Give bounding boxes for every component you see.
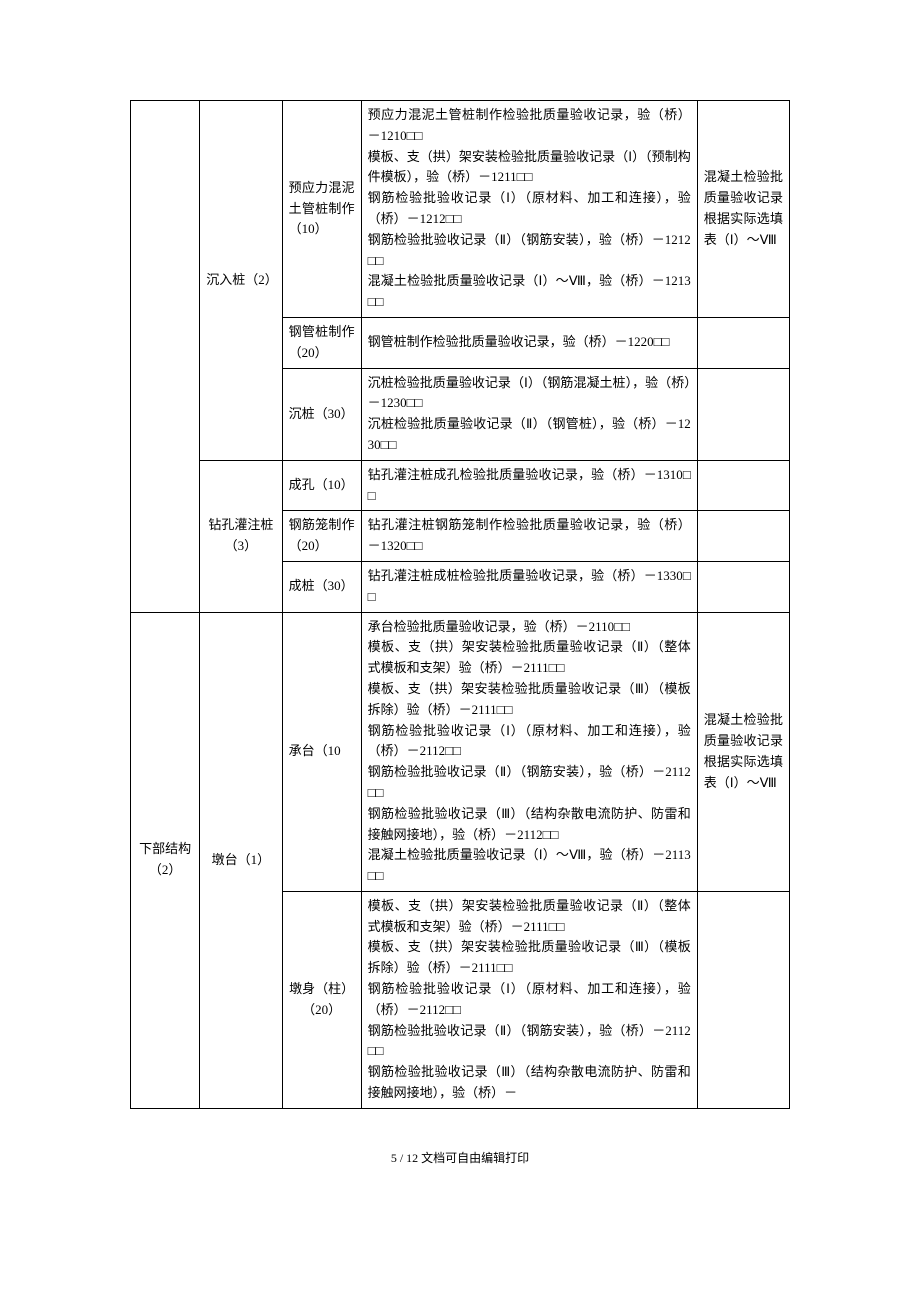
cell-col2-r1: 沉入桩（2） (200, 101, 282, 461)
cell-col4-r5: 钻孔灌注桩钢筋笼制作检验批质量验收记录，验（桥）－1320□□ (361, 511, 697, 562)
cell-col4-r6: 钻孔灌注桩成桩检验批质量验收记录，验（桥）－1330□□ (361, 561, 697, 612)
cell-col5-r3 (697, 368, 789, 460)
cell-col1-r7: 下部结构（2） (131, 612, 200, 1108)
cell-col3-r5: 钢筋笼制作（20） (282, 511, 361, 562)
cell-col4-r4: 钻孔灌注桩成孔检验批质量验收记录，验（桥）－1310□□ (361, 460, 697, 511)
cell-col3-r4: 成孔（10） (282, 460, 361, 511)
cell-col3-r1: 预应力混泥土管桩制作（10） (282, 101, 361, 318)
cell-col5-r6 (697, 561, 789, 612)
page-footer: 5 / 12 文档可自由编辑打印 (130, 1149, 790, 1166)
cell-col2-r4: 钻孔灌注桩（3） (200, 460, 282, 612)
cell-col5-r8 (697, 891, 789, 1108)
cell-col5-r1: 混凝土检验批质量验收记录根据实际选填表（Ⅰ）～Ⅷ (697, 101, 789, 318)
cell-col3-r7: 承台（10 (282, 612, 361, 891)
cell-col4-r2: 钢管桩制作检验批质量验收记录，验（桥）－1220□□ (361, 317, 697, 368)
cell-col3-r6: 成桩（30） (282, 561, 361, 612)
table-row: 沉入桩（2） 预应力混泥土管桩制作（10） 预应力混泥土管桩制作检验批质量验收记… (131, 101, 790, 318)
cell-col5-r5 (697, 511, 789, 562)
cell-col3-r2: 钢管桩制作（20） (282, 317, 361, 368)
cell-col5-r7: 混凝土检验批质量验收记录根据实际选填表（Ⅰ）～Ⅷ (697, 612, 789, 891)
inspection-records-table: 沉入桩（2） 预应力混泥土管桩制作（10） 预应力混泥土管桩制作检验批质量验收记… (130, 100, 790, 1109)
table-row: 钻孔灌注桩（3） 成孔（10） 钻孔灌注桩成孔检验批质量验收记录，验（桥）－13… (131, 460, 790, 511)
cell-col5-r2 (697, 317, 789, 368)
cell-col3-r8: 墩身（柱）（20） (282, 891, 361, 1108)
cell-col4-r3: 沉桩检验批质量验收记录（Ⅰ）（钢筋混凝土桩），验（桥）－1230□□沉桩检验批质… (361, 368, 697, 460)
cell-col2-r7: 墩台（1） (200, 612, 282, 1108)
cell-col4-r1: 预应力混泥土管桩制作检验批质量验收记录，验（桥）－1210□□模板、支（拱）架安… (361, 101, 697, 318)
table-row: 下部结构（2） 墩台（1） 承台（10 承台检验批质量验收记录，验（桥）－211… (131, 612, 790, 891)
cell-col1-r1 (131, 101, 200, 613)
cell-col4-r7: 承台检验批质量验收记录，验（桥）－2110□□模板、支（拱）架安装检验批质量验收… (361, 612, 697, 891)
cell-col3-r3: 沉桩（30） (282, 368, 361, 460)
cell-col5-r4 (697, 460, 789, 511)
cell-col4-r8: 模板、支（拱）架安装检验批质量验收记录（Ⅱ）（整体式模板和支架）验（桥）－211… (361, 891, 697, 1108)
